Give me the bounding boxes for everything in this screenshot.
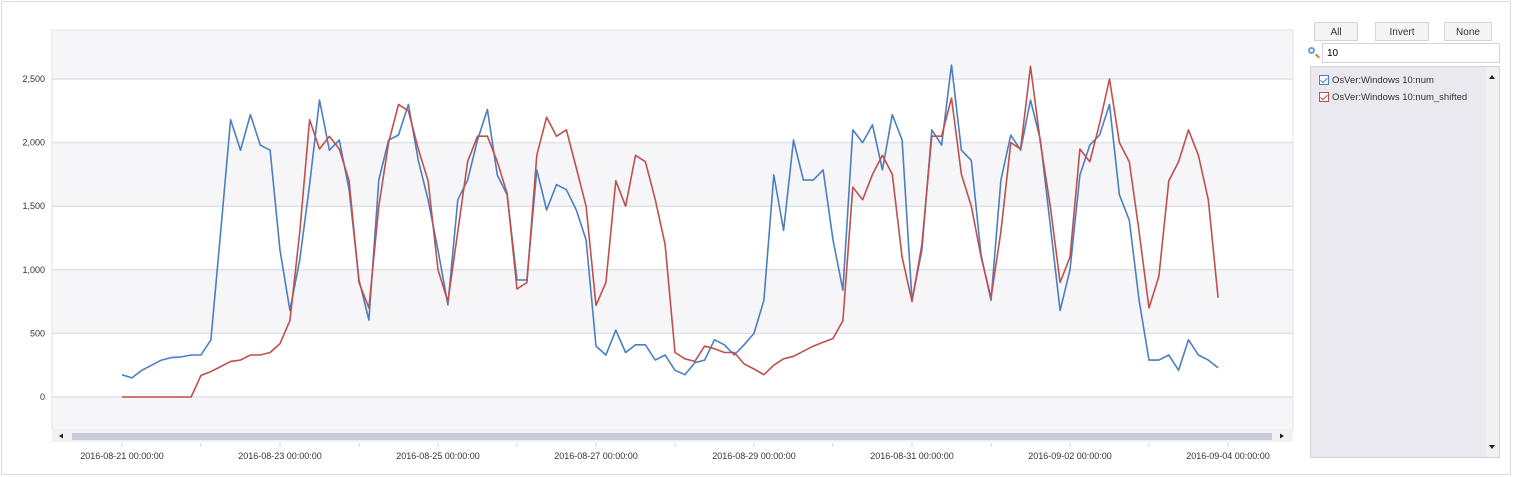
x-tick-label: 2016-08-25 00:00:00 (396, 451, 480, 461)
x-tick-label: 2016-09-04 00:00:00 (1186, 451, 1270, 461)
y-tick-label: 0 (40, 392, 45, 402)
legend-scrollbar[interactable] (1486, 67, 1499, 457)
series-filter-input[interactable] (1322, 43, 1500, 63)
x-tick-label: 2016-08-29 00:00:00 (712, 451, 796, 461)
legend-label: OsVer:Windows 10:num_shifted (1332, 91, 1468, 103)
plot-border (51, 29, 1294, 431)
series-line-num (121, 64, 1219, 379)
y-tick-label: 2,000 (22, 138, 45, 148)
series-lines (121, 64, 1219, 398)
series-line-num-shifted (122, 65, 1219, 398)
scroll-up-icon[interactable] (1489, 75, 1495, 79)
y-tick-label: 1,000 (22, 265, 45, 275)
y-tick-label: 500 (30, 328, 45, 338)
x-tick-label: 2016-08-31 00:00:00 (870, 451, 954, 461)
legend-label: OsVer:Windows 10:num (1332, 74, 1434, 86)
y-tick-label: 1,500 (22, 201, 45, 211)
plot-band (52, 206, 1293, 270)
x-tick-label: 2016-09-02 00:00:00 (1028, 451, 1112, 461)
x-tick-label: 2016-08-21 00:00:00 (80, 451, 164, 461)
legend-list: OsVer:Windows 10:num OsVer:Windows 10:nu… (1310, 66, 1500, 458)
checkbox-checked-icon[interactable] (1319, 75, 1329, 85)
invert-selection-button[interactable]: Invert (1375, 22, 1429, 41)
x-tick-label: 2016-08-23 00:00:00 (238, 451, 322, 461)
y-axis: 0 500 1,000 1,500 2,000 2,500 (22, 74, 45, 402)
scrollbar-thumb[interactable] (72, 433, 1272, 440)
legend-item-num[interactable]: OsVer:Windows 10:num (1319, 73, 1434, 87)
plot-background (51, 29, 1294, 431)
x-axis: 2016-08-21 00:00:00 2016-08-23 00:00:00 20… (80, 443, 1270, 461)
plot-band (52, 79, 1293, 143)
scroll-left-icon[interactable] (59, 433, 63, 439)
horizontal-scrollbar[interactable] (52, 431, 1293, 442)
select-none-button[interactable]: None (1444, 22, 1492, 41)
select-all-button[interactable]: All (1314, 22, 1358, 41)
scroll-right-icon[interactable] (1280, 433, 1284, 439)
scroll-down-icon[interactable] (1489, 445, 1495, 449)
legend-item-num-shifted[interactable]: OsVer:Windows 10:num_shifted (1319, 90, 1467, 104)
checkbox-checked-icon[interactable] (1319, 92, 1329, 102)
y-tick-label: 2,500 (22, 74, 45, 84)
search-icon (1308, 47, 1315, 54)
x-tick-label: 2016-08-27 00:00:00 (554, 451, 638, 461)
series-filter (1308, 43, 1500, 63)
